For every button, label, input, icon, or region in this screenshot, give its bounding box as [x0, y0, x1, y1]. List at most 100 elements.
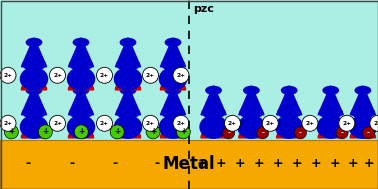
Ellipse shape: [161, 106, 185, 119]
Ellipse shape: [349, 115, 377, 139]
Ellipse shape: [73, 86, 90, 95]
Ellipse shape: [159, 67, 187, 91]
Ellipse shape: [281, 86, 297, 95]
Circle shape: [146, 125, 160, 139]
Circle shape: [0, 115, 16, 131]
Circle shape: [110, 125, 124, 139]
Circle shape: [143, 67, 158, 83]
Ellipse shape: [316, 115, 345, 139]
Text: 2+: 2+: [305, 121, 314, 126]
Text: 2+: 2+: [146, 121, 155, 126]
Ellipse shape: [20, 67, 48, 91]
Circle shape: [38, 125, 53, 139]
Ellipse shape: [114, 115, 142, 139]
Ellipse shape: [199, 115, 228, 139]
Text: +: +: [8, 127, 14, 136]
Polygon shape: [160, 129, 186, 138]
Ellipse shape: [22, 58, 46, 71]
Text: 2+: 2+: [3, 121, 12, 126]
Ellipse shape: [275, 115, 304, 139]
Text: +: +: [180, 127, 186, 136]
Polygon shape: [115, 81, 141, 90]
Text: +: +: [78, 127, 84, 136]
Text: 2+: 2+: [228, 121, 237, 126]
Polygon shape: [68, 129, 94, 138]
Text: 2+: 2+: [146, 73, 155, 78]
Text: +: +: [310, 157, 321, 170]
Ellipse shape: [351, 106, 375, 119]
Polygon shape: [201, 86, 226, 115]
Ellipse shape: [319, 106, 343, 119]
Text: -: -: [299, 130, 302, 136]
Polygon shape: [22, 86, 46, 115]
Ellipse shape: [161, 58, 185, 71]
Circle shape: [173, 115, 189, 131]
Text: +: +: [150, 127, 156, 136]
Ellipse shape: [243, 86, 260, 95]
Polygon shape: [350, 86, 375, 115]
Ellipse shape: [69, 106, 93, 119]
Ellipse shape: [20, 115, 48, 139]
Text: +: +: [363, 157, 374, 170]
Circle shape: [143, 115, 158, 131]
Circle shape: [336, 127, 348, 139]
Circle shape: [173, 67, 189, 83]
Polygon shape: [22, 81, 46, 90]
Polygon shape: [115, 86, 141, 115]
Circle shape: [223, 127, 235, 139]
Text: +: +: [42, 127, 48, 136]
Text: -: -: [113, 157, 118, 170]
Polygon shape: [160, 86, 186, 115]
Text: +: +: [235, 157, 245, 170]
Ellipse shape: [237, 115, 266, 139]
Ellipse shape: [67, 115, 95, 139]
Text: 2+: 2+: [100, 121, 109, 126]
Ellipse shape: [277, 106, 301, 119]
Text: -: -: [341, 130, 344, 136]
Ellipse shape: [26, 86, 42, 95]
Circle shape: [302, 115, 318, 131]
Polygon shape: [22, 129, 46, 138]
Text: -: -: [261, 130, 264, 136]
Circle shape: [50, 115, 65, 131]
Circle shape: [50, 67, 65, 83]
Ellipse shape: [119, 38, 136, 47]
Polygon shape: [115, 38, 141, 67]
Text: -: -: [227, 130, 230, 136]
Circle shape: [257, 127, 269, 139]
Ellipse shape: [69, 58, 93, 71]
Ellipse shape: [26, 38, 42, 47]
Polygon shape: [277, 86, 302, 115]
Text: -: -: [154, 157, 160, 170]
Text: -: -: [69, 157, 74, 170]
Ellipse shape: [159, 115, 187, 139]
Polygon shape: [350, 129, 375, 138]
Text: 2+: 2+: [177, 121, 186, 126]
Text: +: +: [273, 157, 283, 170]
Text: -: -: [367, 130, 370, 136]
Circle shape: [4, 125, 19, 139]
Text: 2+: 2+: [3, 73, 12, 78]
Polygon shape: [318, 129, 343, 138]
Ellipse shape: [114, 67, 142, 91]
Ellipse shape: [116, 106, 140, 119]
Circle shape: [74, 125, 88, 139]
Text: 2+: 2+: [266, 121, 275, 126]
Text: 2+: 2+: [100, 73, 109, 78]
Circle shape: [176, 125, 191, 139]
Polygon shape: [160, 81, 186, 90]
Text: +: +: [329, 157, 340, 170]
Text: +: +: [348, 157, 359, 170]
Ellipse shape: [239, 106, 263, 119]
Text: 2+: 2+: [177, 73, 186, 78]
Polygon shape: [318, 86, 343, 115]
Ellipse shape: [201, 106, 226, 119]
Text: pzc: pzc: [193, 4, 214, 14]
Polygon shape: [160, 38, 186, 67]
Text: +: +: [216, 157, 226, 170]
Text: -: -: [26, 157, 31, 170]
Text: +: +: [291, 157, 302, 170]
Circle shape: [363, 127, 375, 139]
Text: 2+: 2+: [53, 73, 62, 78]
Ellipse shape: [205, 86, 222, 95]
